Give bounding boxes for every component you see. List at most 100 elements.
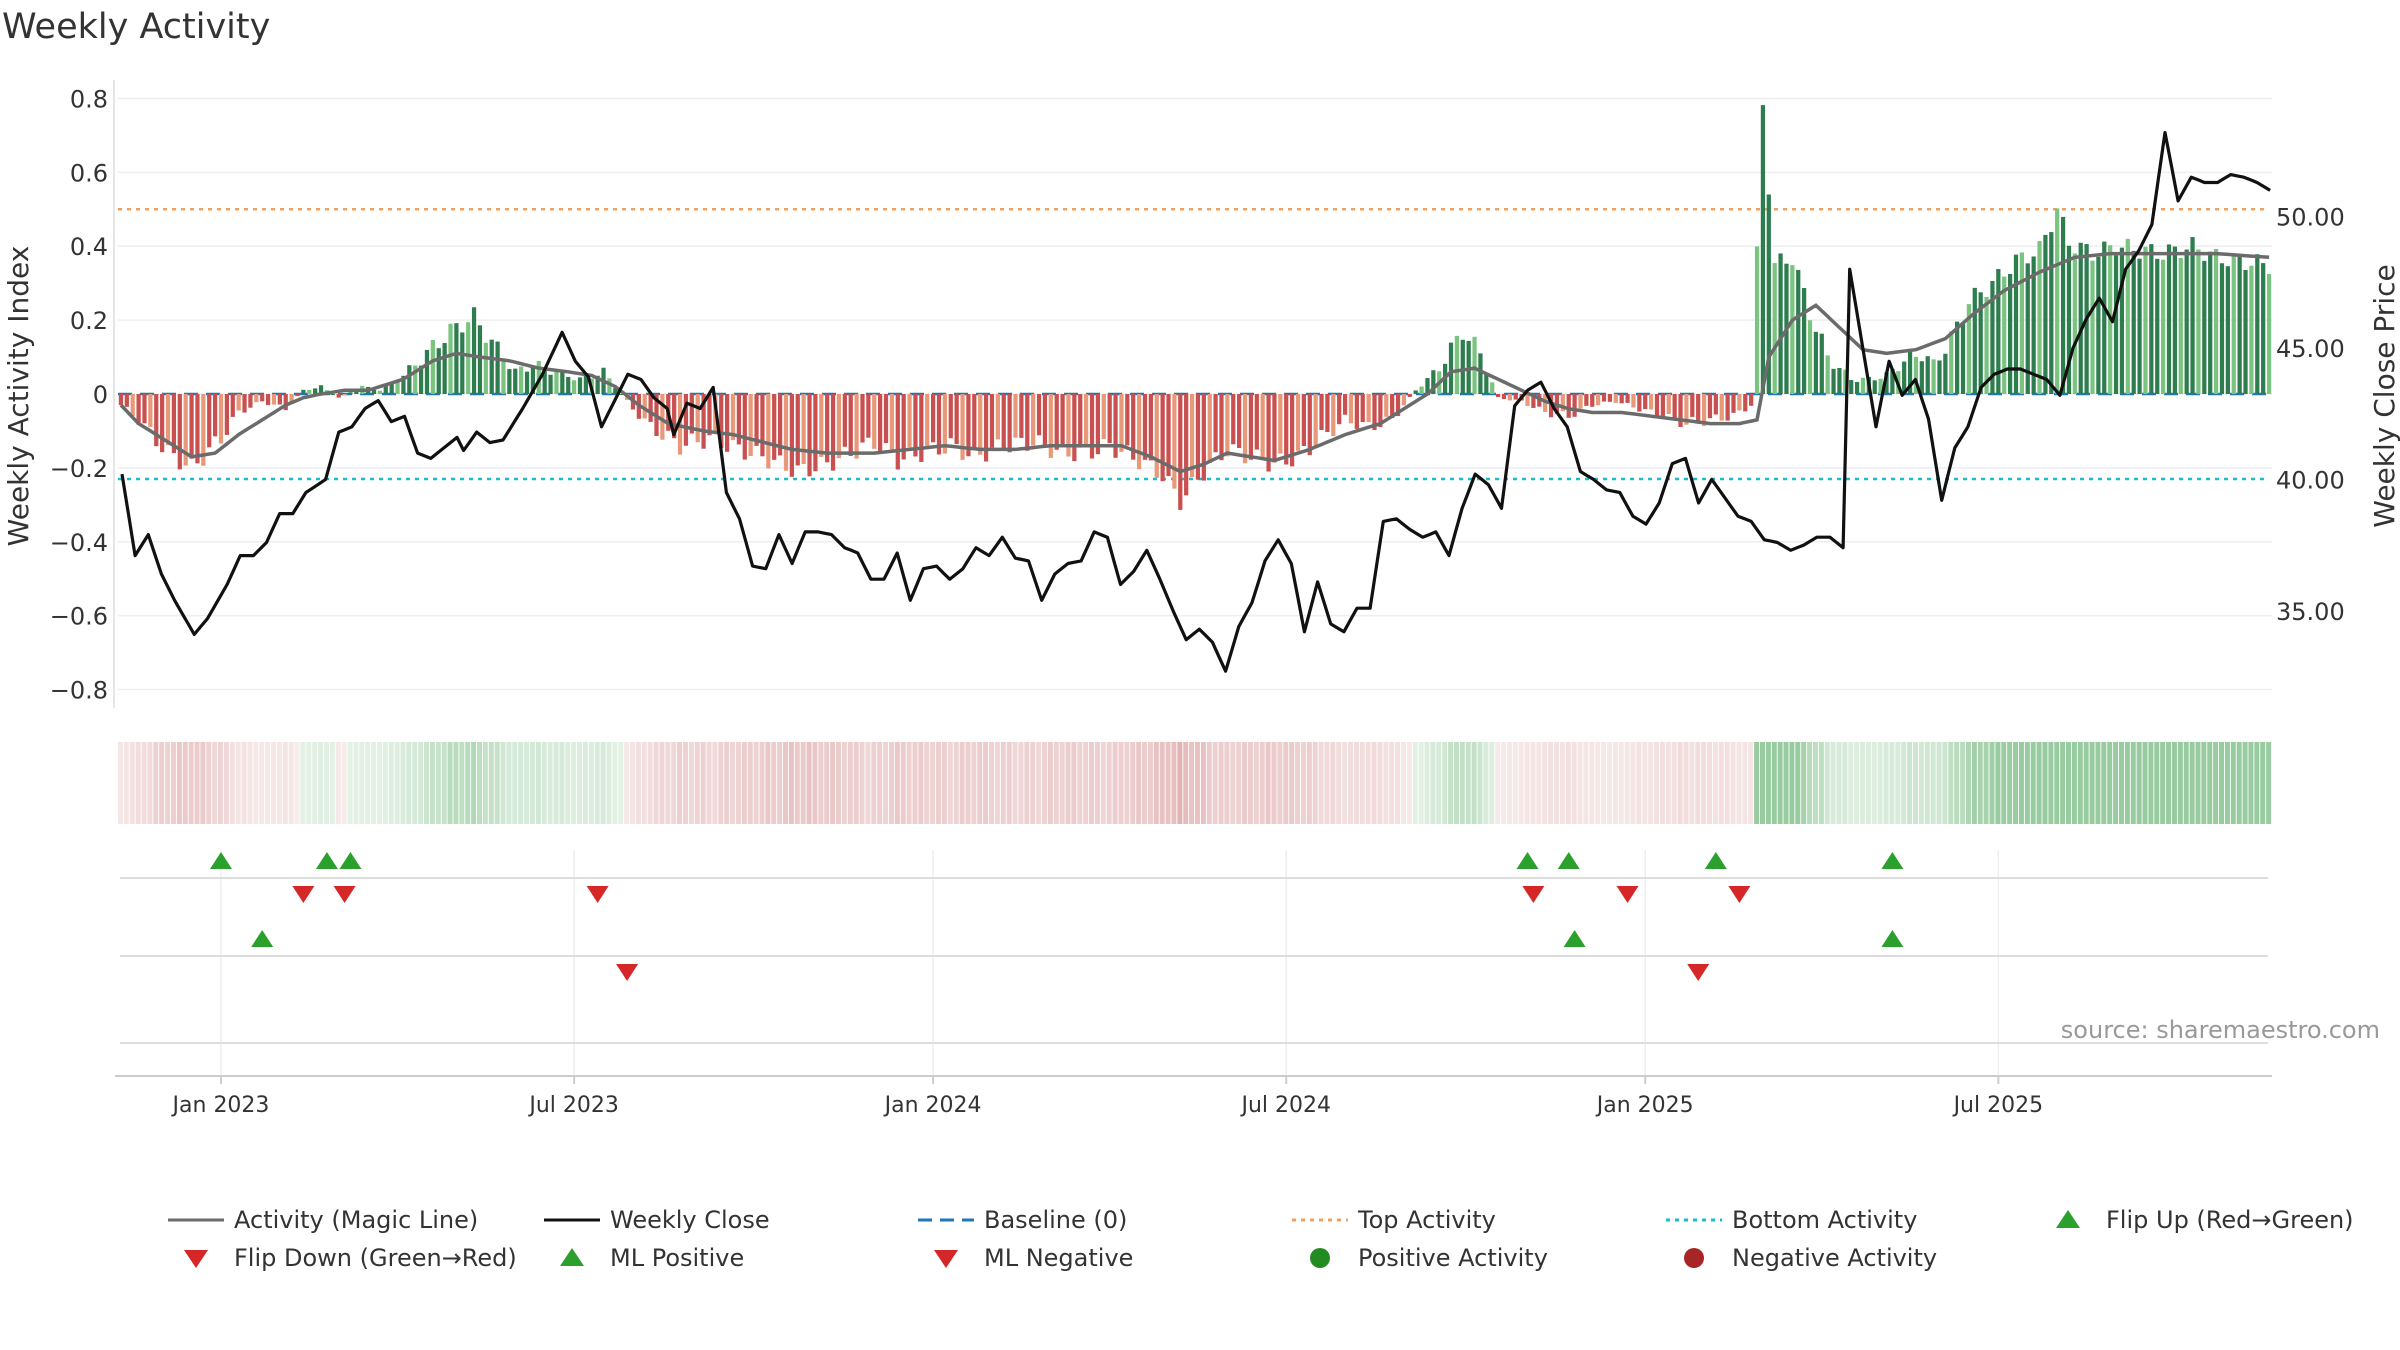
activity-bar <box>695 394 700 443</box>
heat-strip-cell <box>1601 742 1607 824</box>
heat-strip-cell <box>294 742 300 824</box>
heat-strip-cell <box>282 742 288 824</box>
triangle-up-green-icon <box>2056 1210 2080 1228</box>
activity-bar <box>613 388 618 394</box>
heat-strip-cell <box>424 742 430 824</box>
activity-bar <box>1525 394 1530 406</box>
activity-bar <box>513 368 518 394</box>
activity-bar <box>1925 356 1930 394</box>
heat-strip-cell <box>353 742 359 824</box>
activity-bar <box>1643 394 1648 410</box>
heat-strip-cell <box>600 742 606 824</box>
activity-bar <box>1089 394 1095 459</box>
heat-strip-cell <box>412 742 418 824</box>
activity-bar <box>354 390 359 394</box>
activity-bar <box>1378 394 1383 428</box>
heat-strip-cell <box>2095 742 2101 824</box>
heat-strip-cell <box>971 742 977 824</box>
heat-strip-cell <box>418 742 424 824</box>
activity-bar <box>930 394 936 443</box>
flip-down-marker <box>1522 886 1545 903</box>
heat-strip-cell <box>1907 742 1913 824</box>
heat-strip-cell <box>400 742 406 824</box>
activity-bar <box>1354 394 1359 429</box>
activity-bar <box>1148 394 1153 461</box>
heat-strip-cell <box>1342 742 1348 824</box>
heat-strip-cell <box>1960 742 1966 824</box>
activity-bar <box>1943 353 1948 394</box>
heat-strip-cell <box>447 742 453 824</box>
legend-label: Baseline (0) <box>984 1206 1128 1234</box>
heat-strip-cell <box>2113 742 2119 824</box>
activity-bar <box>2237 255 2242 394</box>
heat-strip-cell <box>529 742 535 824</box>
heat-strip-cell <box>735 742 741 824</box>
heat-strip-cell <box>2230 742 2236 824</box>
activity-bar <box>1713 394 1718 415</box>
activity-bar <box>1372 394 1377 430</box>
activity-bar <box>418 365 424 394</box>
heat-strip-cell <box>747 742 753 824</box>
heat-strip-cell <box>118 742 124 824</box>
activity-bar <box>2184 249 2189 394</box>
heat-strip-cell <box>1542 742 1548 824</box>
activity-bar <box>1902 361 1907 394</box>
heat-strip-cell <box>365 742 371 824</box>
activity-bar <box>401 375 406 394</box>
heat-strip-cell <box>318 742 324 824</box>
activity-bar <box>919 394 924 462</box>
activity-bar <box>519 366 524 394</box>
legend-item-ml-negative: ML Negative <box>914 1244 1133 1272</box>
activity-bar <box>1637 394 1642 412</box>
heat-strip-cell <box>288 742 294 824</box>
activity-bar <box>760 394 765 457</box>
heat-strip-cell <box>1895 742 1901 824</box>
heat-strip-cell <box>1565 742 1571 824</box>
activity-bar <box>289 394 294 405</box>
flip-up-marker <box>1516 852 1539 869</box>
activity-bar <box>1648 394 1654 410</box>
activity-bar <box>2137 258 2142 394</box>
heat-strip-cell <box>1283 742 1289 824</box>
activity-bar <box>672 394 677 439</box>
heat-strip-cell <box>1195 742 1201 824</box>
heat-strip-cell <box>871 742 877 824</box>
activity-bar <box>1201 394 1206 481</box>
activity-bar <box>801 394 806 465</box>
magic-line <box>119 251 2270 474</box>
heat-strip-cell <box>841 742 847 824</box>
activity-bar <box>554 371 559 394</box>
heat-strip-cell <box>1448 742 1454 824</box>
activity-bar <box>1960 322 1966 394</box>
activity-bar <box>2037 241 2042 394</box>
triangle-up-green-icon <box>560 1248 584 1266</box>
activity-bar <box>2131 250 2136 394</box>
heat-strip-cell <box>730 742 736 824</box>
heat-strip-cell <box>1883 742 1889 824</box>
heat-strip-cell <box>1854 742 1860 824</box>
heat-strip-cell <box>1259 742 1265 824</box>
heat-strip-cell <box>2213 742 2219 824</box>
heat-strip-cell <box>983 742 989 824</box>
activity-bar <box>1672 394 1677 418</box>
activity-bar <box>1154 394 1159 478</box>
heat-strip-cell <box>1094 742 1100 824</box>
activity-bar <box>1454 335 1460 394</box>
legend-label: Activity (Magic Line) <box>234 1206 479 1234</box>
heat-strip-cell <box>2124 742 2130 824</box>
heat-strip-cell <box>1336 742 1342 824</box>
heat-strip-cell <box>1453 742 1459 824</box>
heat-strip-cell <box>2242 742 2248 824</box>
activity-bar <box>1931 359 1936 394</box>
heat-strip-cell <box>323 742 329 824</box>
y-tick-label-left: −0.4 <box>50 529 108 557</box>
legend-item-weekly-close: Weekly Close <box>540 1206 770 1234</box>
heat-strip-cell <box>877 742 883 824</box>
activity-bar <box>2007 273 2013 394</box>
activity-bar <box>1025 394 1030 451</box>
heat-strip-cell <box>1818 742 1824 824</box>
heat-strip-cell <box>1236 742 1242 824</box>
heat-strip-cell <box>800 742 806 824</box>
activity-bar <box>807 394 812 477</box>
heat-strip-cell <box>1312 742 1318 824</box>
